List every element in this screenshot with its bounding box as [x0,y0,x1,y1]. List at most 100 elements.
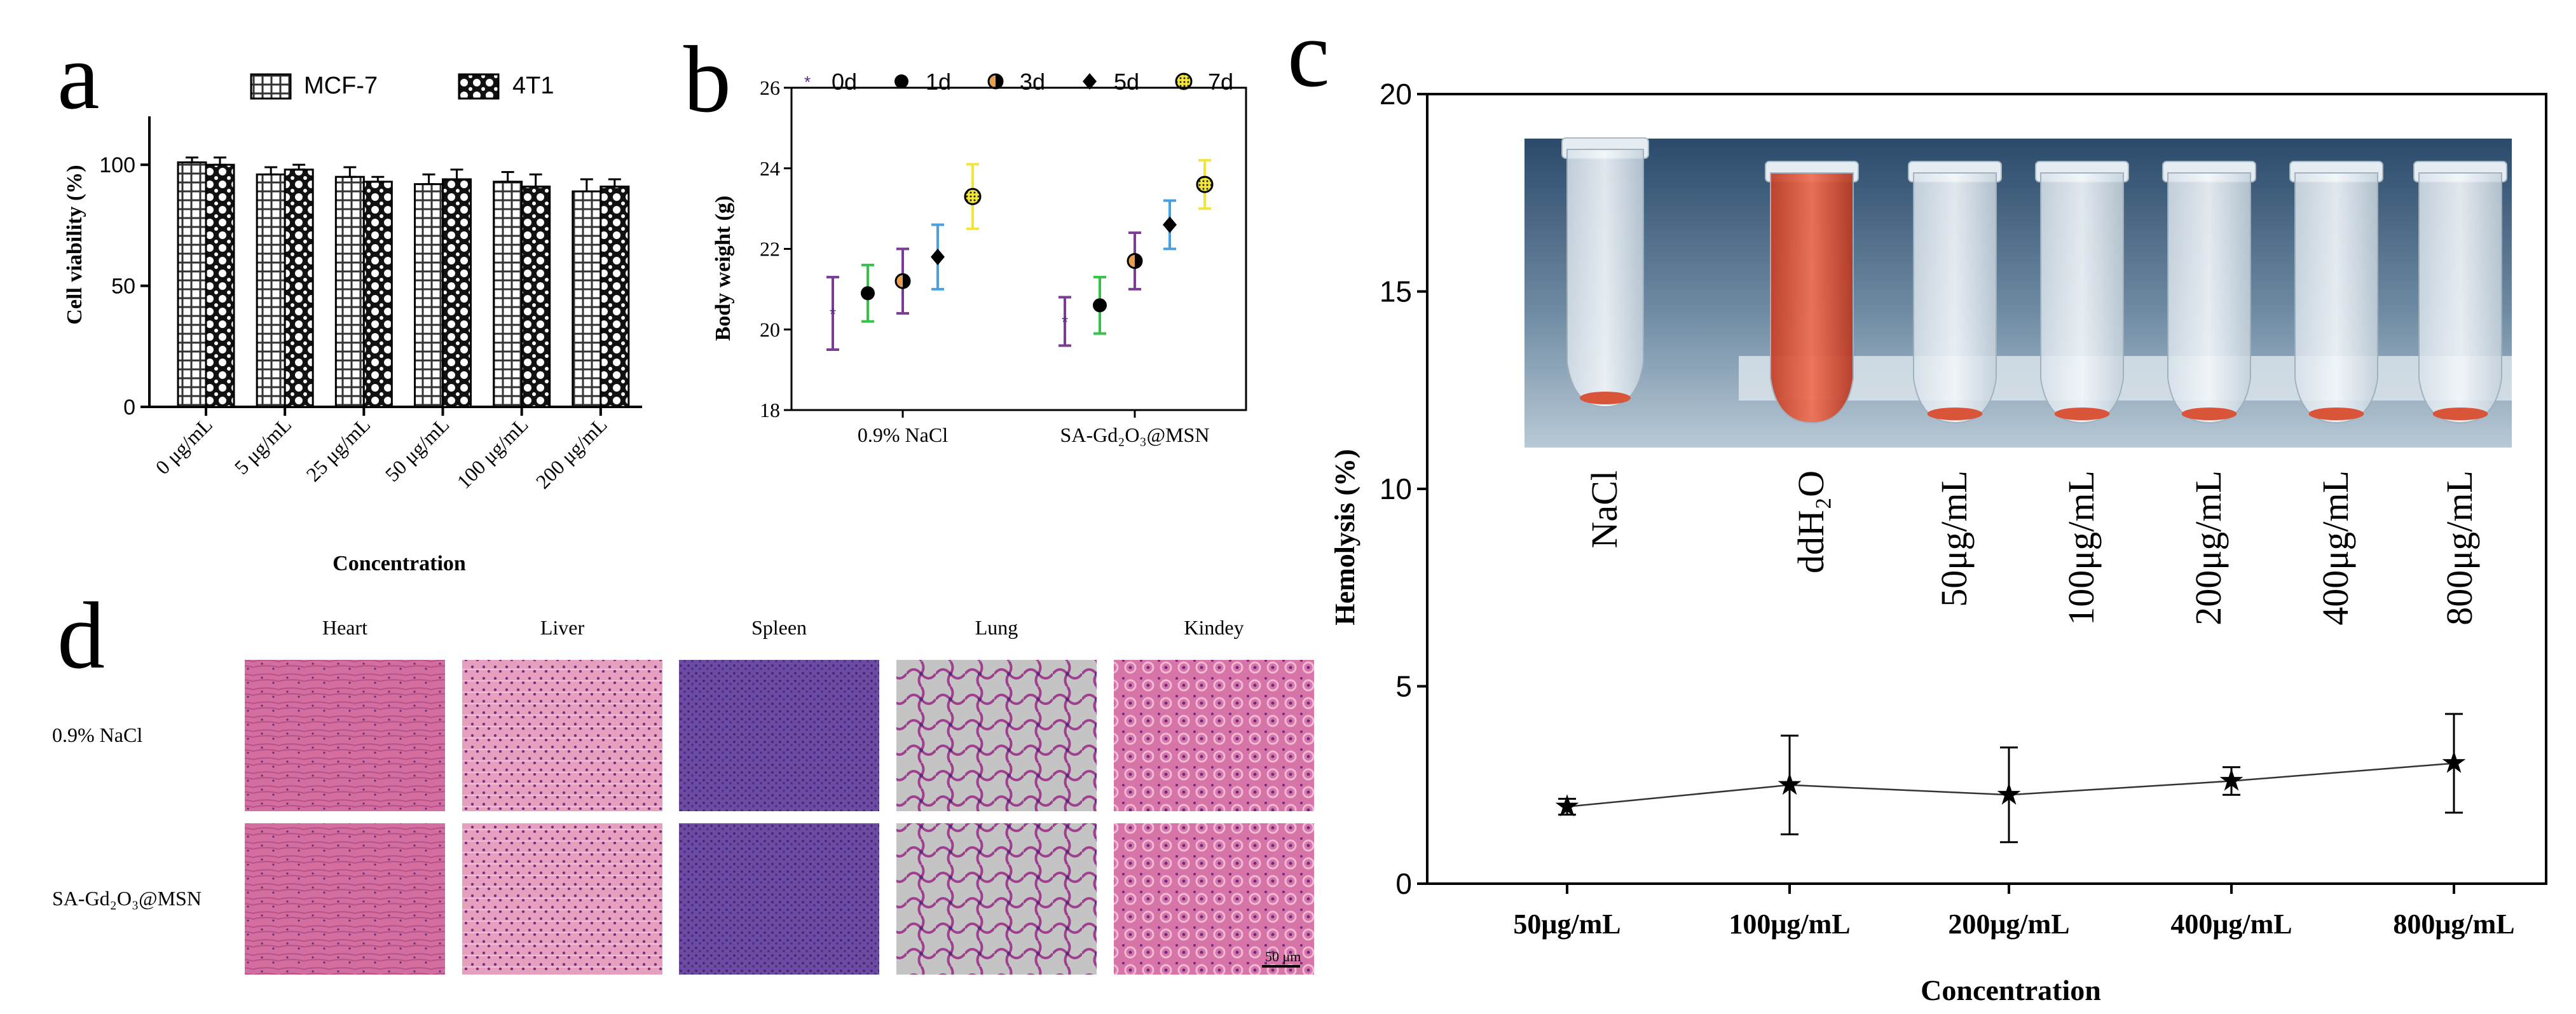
legend-marker-0d: * [804,72,811,92]
x-tick-label: 50μg/mL [1513,908,1620,940]
bar-4t1 [362,181,393,408]
panel-label-b: b [683,27,731,132]
x-tick-label: 25 μg/mL [301,413,374,486]
point-5d [1163,216,1177,233]
column-header-liver: Liver [540,616,585,639]
bar-4t1 [599,185,630,408]
y-tick-label: 26 [760,76,780,99]
point-star: ★ [2217,764,2245,798]
scale-bar: 50 μm [1262,949,1301,968]
x-tick-label: 100μg/mL [1729,908,1850,940]
point-7d [1196,175,1214,193]
column-header-spleen: Spleen [751,616,807,639]
tube-label: 50μg/mL [1933,470,1975,607]
point-star: ★ [1995,778,2022,811]
error-bar [2000,746,2018,844]
legend-label-7d: 7d [1208,69,1233,95]
column-header-heart: Heart [322,616,367,639]
y-tick-label: 24 [760,157,780,180]
tissue-image-heart [245,823,445,975]
error-bar [371,175,385,183]
error-bar [580,178,593,193]
tube [1566,149,1644,408]
legend-label-mcf7: MCF-7 [304,72,378,99]
tissue-image-kindey [1114,823,1314,975]
error-bar [2445,713,2463,814]
error-bar [826,275,839,351]
tissue-image-kindey [1114,660,1314,811]
legend-swatch-mcf7 [250,73,292,100]
error-bar [608,178,621,188]
bar-4t1 [284,168,314,408]
error-bar [264,166,278,175]
y-tick-label: 22 [760,238,780,261]
column-header-lung: Lung [975,616,1018,639]
point-star: ★ [1553,790,1580,823]
x-tick-label: 0 μg/mL [151,413,217,479]
point-3d-half [903,274,910,289]
tissue-image-spleen [679,823,879,975]
tissue-image-lung [896,823,1097,975]
panel-label-c: c [1287,1,1330,107]
scale-bar-label: 50 μm [1265,949,1301,964]
row-label: 0.9% NaCl [52,723,142,746]
x-tick-label: 0.9% NaCl [858,423,948,446]
point-star: ★ [2440,746,2467,780]
tube [2294,172,2378,424]
tube-sediment [2054,408,2110,420]
legend-marker-7d [1175,72,1193,90]
y-tick-label: 20 [1380,78,1412,111]
plot-frame [790,86,1247,411]
legend-marker-5d [1083,73,1097,90]
bar-mcf7 [493,181,523,408]
x-tick-label: 100 μg/mL [452,413,532,493]
legend-label-4t1: 4T1 [512,72,554,99]
y-axis-label: Cell viability (%) [63,165,86,324]
error-bar [214,156,226,166]
y-tick-label: 5 [1395,670,1412,703]
point-0d: * [1062,313,1068,332]
error-bar [1058,296,1071,347]
point-1d [1093,298,1107,313]
tube [2167,172,2251,424]
cell-viability-chart: MCF-7 4T1 Cell viability (%) Concentrati… [63,72,642,575]
x-tick-label: 5 μg/mL [230,413,296,479]
point-star: ★ [1776,768,1803,802]
bar-mcf7 [572,190,602,408]
legend-label-5d: 5d [1114,69,1139,95]
legend-marker-1d [894,74,908,88]
body-weight-chart: Body weight (g) * 0d 1d 3d 5d 7d 18 20 22 24 26 0.… [711,69,1247,446]
error-bar [292,163,306,171]
point-1d [861,286,875,301]
tissue-image-heart [245,660,445,811]
bar-mcf7 [256,173,286,408]
tissue-image-spleen [679,660,879,811]
point-3d-half [1135,254,1142,268]
bar-4t1 [205,163,235,408]
y-tick-label: 10 [1380,472,1412,505]
tube-sediment [2432,408,2488,420]
error-bar [501,171,514,183]
panel-label-a: a [57,24,100,129]
error-bar [186,156,198,163]
y-axis-label: Hemolysis (%) [1329,449,1360,625]
error-bar [2223,766,2240,796]
y-tick-label: 15 [1380,275,1412,308]
error-bar [422,173,435,186]
error-bar [529,173,542,188]
x-axis-label: Concentration [1921,974,2101,1006]
hemolysis-tube-photo: NaCl ddH₂O 50μg/mL 100μg/mL 200μg/mL 400μg/mL… [1524,137,2512,626]
legend-label-1d: 1d [926,69,951,95]
point-5d [931,249,945,266]
tube-sediment [1580,392,1631,404]
tube-sediment [2308,408,2364,420]
tube [2040,172,2124,424]
bar-mcf7 [414,183,444,408]
point-7d [964,188,982,205]
legend-label-3d: 3d [1020,69,1045,95]
x-tick-label: 50 μg/mL [381,413,454,486]
y-tick-label: 18 [760,399,780,421]
tube-sediment [2181,408,2237,420]
histology-panel: Heart Liver Spleen Lung Kindey 0.9% NaCl SA-G… [52,616,1314,975]
